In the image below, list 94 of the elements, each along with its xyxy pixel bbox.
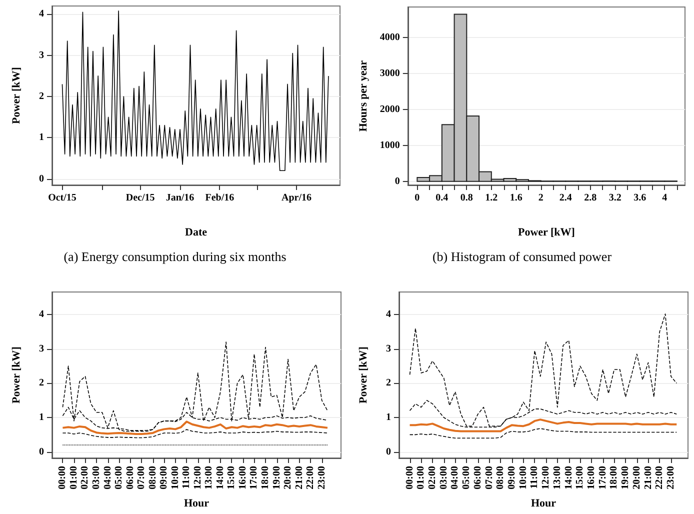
- y-axis-title: Hours per year: [358, 60, 370, 132]
- x-tick-label: 21:00: [642, 466, 654, 490]
- x-tick-label: 09:00: [158, 466, 170, 490]
- x-tick-label: 08:00: [495, 466, 506, 490]
- y-tick-label: 2: [39, 91, 44, 102]
- x-tick-label: 16:00: [586, 466, 597, 490]
- y-tick-label: 0: [394, 176, 400, 187]
- x-tick-label: 4: [662, 192, 668, 204]
- x-tick-label: 07:00: [484, 466, 495, 490]
- y-tick-label: 4: [386, 309, 391, 320]
- x-tick-label: 02:00: [80, 466, 91, 490]
- x-tick-label: 11:00: [529, 466, 540, 489]
- x-tick-label: 22:00: [305, 466, 316, 490]
- x-tick-label: 20:00: [631, 466, 642, 490]
- x-tick-label: 15:00: [574, 466, 586, 490]
- x-tick-label: 04:00: [102, 466, 114, 490]
- text: (b) Histogram of consumed power: [432, 249, 612, 264]
- x-tick-label: 20:00: [282, 466, 294, 490]
- x-tick-label: 17:00: [248, 466, 260, 490]
- x-tick-label: 08:00: [147, 466, 158, 490]
- x-tick-label: 18:00: [260, 466, 272, 490]
- x-tick-label: Dec/15: [126, 192, 155, 204]
- x-tick-label: 2.8: [584, 192, 597, 204]
- y-tick-label: 3000: [380, 68, 400, 80]
- y-tick-label: 2: [39, 378, 44, 389]
- y-tick-label: 0: [39, 173, 44, 184]
- x-tick-label: 14:00: [214, 466, 226, 490]
- x-tick-label: 0.4: [436, 192, 448, 204]
- x-tick-label: 23:00: [665, 466, 676, 490]
- y-tick-label: 3: [39, 50, 44, 61]
- x-tick-label: 14:00: [563, 466, 574, 490]
- y-tick-label: 1: [39, 412, 44, 424]
- y-tick-label: 1000: [380, 140, 400, 151]
- y-axis-title: Power [kW]: [10, 346, 22, 404]
- y-tick-label: 4000: [380, 32, 400, 44]
- x-tick-label: Jan/16: [166, 192, 194, 204]
- x-tick-label: 12:00: [192, 466, 204, 490]
- y-tick-label: 1: [386, 412, 391, 424]
- x-tick-label: 04:00: [450, 466, 461, 490]
- x-tick-label: 07:00: [136, 466, 148, 490]
- y-axis-title: Power [kW]: [10, 67, 22, 124]
- x-tick-label: 3.2: [608, 192, 622, 204]
- x-tick-label: 1.6: [510, 192, 522, 204]
- text: (a) Energy consumption during six months: [64, 249, 286, 264]
- x-axis-title: Hour: [184, 498, 210, 510]
- x-tick-label: 21:00: [294, 466, 305, 490]
- y-tick-label: 2000: [380, 104, 400, 115]
- x-tick-label: 02:00: [427, 466, 438, 490]
- y-tick-label: 3: [386, 343, 391, 354]
- x-tick-label: Feb/16: [205, 192, 234, 204]
- y-tick-label: 4: [39, 309, 44, 320]
- x-tick-label: 09:00: [506, 466, 518, 490]
- x-tick-label: 03:00: [438, 466, 450, 490]
- x-tick-label: 12:00: [540, 466, 552, 490]
- x-tick-label: 1.2: [485, 192, 498, 204]
- x-tick-label: 03:00: [91, 466, 102, 490]
- x-tick-label: Oct/15: [48, 192, 76, 204]
- y-tick-label: 0: [386, 446, 391, 458]
- x-tick-label: 05:00: [114, 466, 125, 490]
- x-axis-title: Hour: [530, 498, 556, 510]
- x-tick-label: Apr/16: [281, 192, 312, 204]
- x-tick-label: 23:00: [316, 466, 328, 490]
- x-tick-label: 06:00: [124, 466, 136, 490]
- x-tick-label: 17:00: [597, 466, 608, 490]
- x-tick-label: 00:00: [404, 466, 416, 490]
- x-tick-label: 0: [414, 192, 420, 204]
- x-tick-label: 06:00: [472, 466, 484, 490]
- x-tick-label: 01:00: [416, 466, 427, 490]
- x-tick-label: 16:00: [237, 466, 248, 490]
- x-tick-label: 11:00: [181, 466, 192, 489]
- x-tick-label: 13:00: [204, 466, 215, 490]
- x-tick-label: 00:00: [57, 466, 68, 490]
- x-tick-label: 2: [538, 192, 544, 204]
- y-axis-title: Power [kW]: [358, 346, 370, 404]
- x-tick-label: 3.6: [634, 192, 646, 204]
- x-tick-label: 18:00: [608, 466, 620, 490]
- x-axis-title: Date: [185, 226, 208, 238]
- y-tick-label: 4: [39, 8, 44, 20]
- x-tick-label: 10:00: [170, 466, 181, 490]
- x-tick-label: 19:00: [271, 466, 282, 490]
- x-tick-label: 22:00: [654, 466, 666, 490]
- x-tick-label: 15:00: [226, 466, 238, 490]
- x-tick-label: 01:00: [68, 466, 80, 490]
- x-tick-label: 19:00: [620, 466, 632, 490]
- y-tick-label: 2: [386, 378, 391, 389]
- y-tick-label: 3: [39, 343, 44, 354]
- x-tick-label: 05:00: [461, 466, 472, 490]
- y-tick-label: 0: [39, 446, 44, 458]
- y-tick-label: 1: [39, 132, 44, 144]
- x-tick-label: 0.8: [460, 192, 473, 204]
- x-axis-title: Power [kW]: [518, 226, 575, 238]
- x-tick-label: 10:00: [518, 466, 529, 490]
- x-tick-label: 13:00: [552, 466, 563, 490]
- x-tick-label: 2.4: [559, 192, 572, 204]
